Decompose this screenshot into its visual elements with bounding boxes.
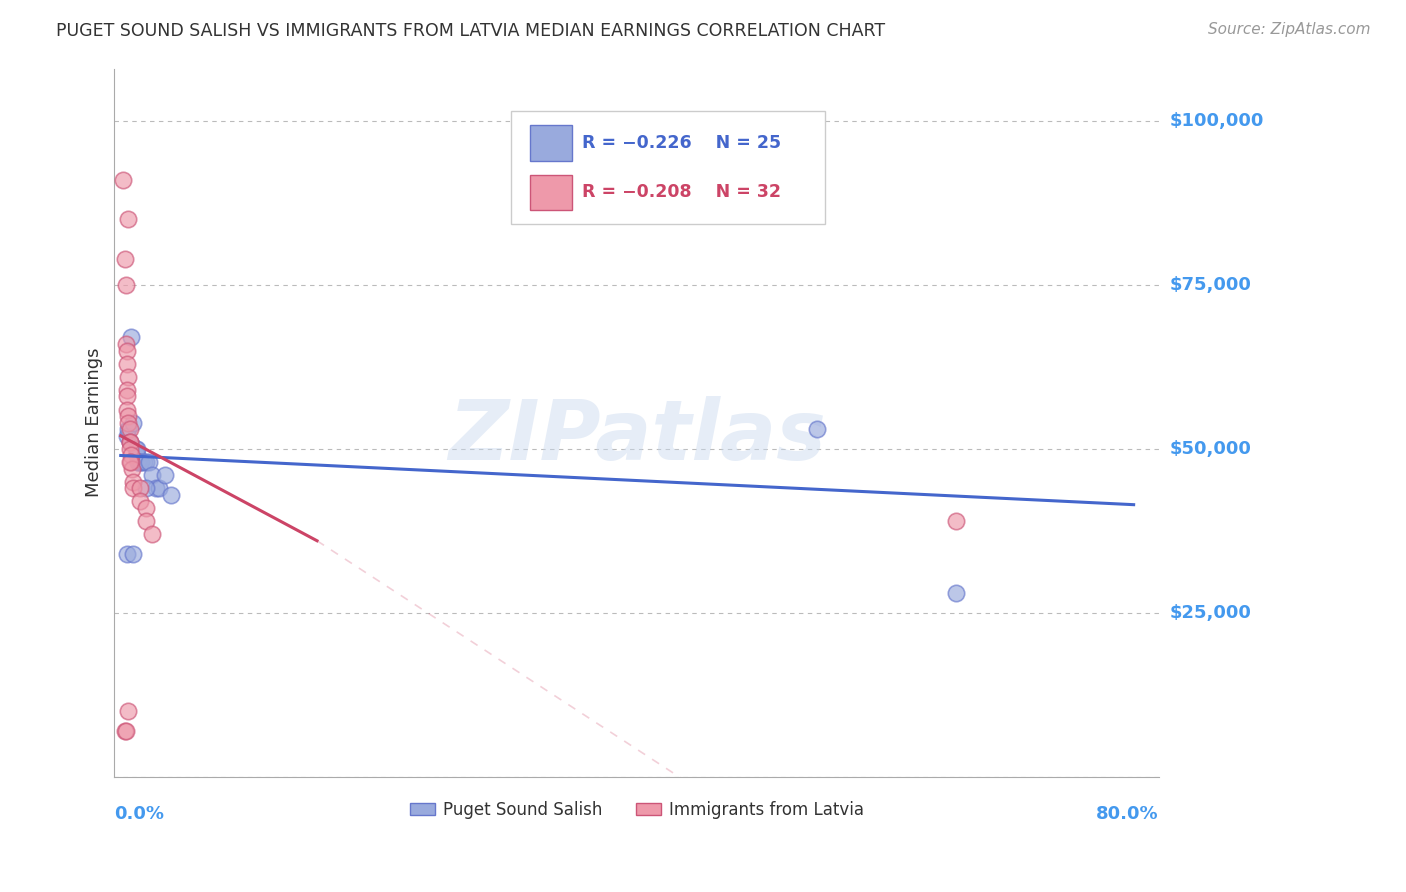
Point xyxy=(160,488,183,502)
Point xyxy=(122,547,145,561)
Text: 0.0%: 0.0% xyxy=(114,805,165,823)
Point xyxy=(135,514,157,528)
FancyBboxPatch shape xyxy=(530,125,572,161)
Point xyxy=(114,723,136,738)
Point xyxy=(114,277,136,292)
Point xyxy=(118,455,141,469)
Legend: Puget Sound Salish, Immigrants from Latvia: Puget Sound Salish, Immigrants from Latv… xyxy=(404,794,870,825)
Text: 80.0%: 80.0% xyxy=(1097,805,1159,823)
Point xyxy=(945,586,967,600)
Point xyxy=(118,442,141,456)
Point xyxy=(115,357,138,371)
Point xyxy=(114,252,136,266)
Point xyxy=(118,435,141,450)
Point xyxy=(127,455,149,469)
Point xyxy=(117,704,139,718)
Point xyxy=(145,481,167,495)
Point xyxy=(115,383,138,397)
Point xyxy=(115,343,138,358)
Point xyxy=(117,416,139,430)
Point xyxy=(127,455,149,469)
Point xyxy=(153,468,176,483)
Text: $50,000: $50,000 xyxy=(1170,440,1251,458)
Text: $100,000: $100,000 xyxy=(1170,112,1264,130)
Y-axis label: Median Earnings: Median Earnings xyxy=(86,348,103,498)
Point xyxy=(127,442,149,456)
Point xyxy=(121,461,143,475)
Point xyxy=(129,455,152,469)
Point xyxy=(122,416,145,430)
Text: $75,000: $75,000 xyxy=(1170,276,1251,294)
Point xyxy=(120,455,142,469)
Text: Source: ZipAtlas.com: Source: ZipAtlas.com xyxy=(1208,22,1371,37)
Point xyxy=(135,455,157,469)
Text: ZIPatlas: ZIPatlas xyxy=(447,396,825,477)
Point xyxy=(118,435,141,450)
Point xyxy=(141,468,163,483)
Text: $25,000: $25,000 xyxy=(1170,604,1251,622)
Point xyxy=(115,402,138,417)
Point xyxy=(148,481,170,495)
Point xyxy=(132,455,155,469)
FancyBboxPatch shape xyxy=(512,111,825,225)
Point xyxy=(120,330,142,344)
Point xyxy=(128,455,150,469)
Point xyxy=(117,212,139,227)
Point xyxy=(122,481,145,495)
Point xyxy=(806,422,828,436)
Point xyxy=(128,494,150,508)
Point xyxy=(117,369,139,384)
Point xyxy=(118,435,141,450)
Point xyxy=(115,429,138,443)
Point xyxy=(112,173,135,187)
Point xyxy=(114,723,136,738)
Point xyxy=(135,500,157,515)
Point xyxy=(115,547,138,561)
Text: PUGET SOUND SALISH VS IMMIGRANTS FROM LATVIA MEDIAN EARNINGS CORRELATION CHART: PUGET SOUND SALISH VS IMMIGRANTS FROM LA… xyxy=(56,22,886,40)
Point xyxy=(127,449,149,463)
FancyBboxPatch shape xyxy=(530,175,572,211)
Point xyxy=(118,422,141,436)
Point xyxy=(945,514,967,528)
Point xyxy=(115,389,138,403)
Point xyxy=(125,442,148,456)
Point xyxy=(128,481,150,495)
Point xyxy=(120,449,142,463)
Text: R = −0.226    N = 25: R = −0.226 N = 25 xyxy=(582,134,782,152)
Point xyxy=(122,475,145,489)
Point xyxy=(117,422,139,436)
Point xyxy=(117,409,139,424)
Point xyxy=(135,481,157,495)
Point xyxy=(141,527,163,541)
Point xyxy=(114,337,136,351)
Point xyxy=(138,455,160,469)
Text: R = −0.208    N = 32: R = −0.208 N = 32 xyxy=(582,184,782,202)
